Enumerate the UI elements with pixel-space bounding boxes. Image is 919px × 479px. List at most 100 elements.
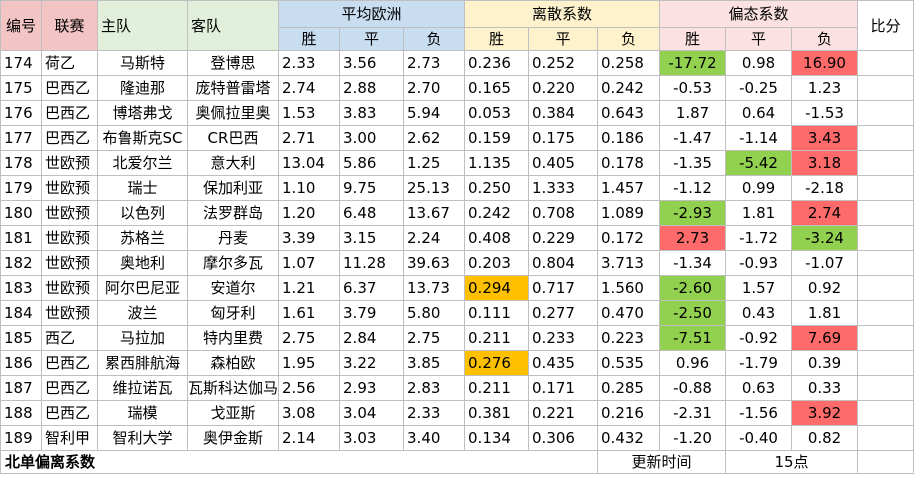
cell-away[interactable]: 奥佩拉里奥 [186, 100, 280, 126]
cell-score[interactable] [857, 250, 915, 276]
cell-bias-lose[interactable]: 16.90 [791, 50, 859, 76]
cell-avg-win[interactable]: 2.56 [278, 375, 341, 401]
cell-avg-lose[interactable]: 5.80 [403, 300, 466, 326]
cell-avg-lose[interactable]: 2.62 [403, 125, 466, 151]
cell-away[interactable]: 保加利亚 [186, 175, 280, 201]
cell-disp-lose[interactable]: 0.535 [597, 350, 661, 376]
cell-score[interactable] [857, 75, 915, 101]
cell-avg-draw[interactable]: 3.15 [339, 225, 405, 251]
header-disp-draw[interactable]: 平 [528, 27, 599, 51]
header-bias-draw[interactable]: 平 [725, 27, 793, 51]
cell-league[interactable]: 世欧预 [41, 300, 98, 326]
cell-bias-lose[interactable]: -2.18 [791, 175, 859, 201]
cell-home[interactable]: 布鲁斯克SC [97, 125, 188, 151]
cell-bias-lose[interactable]: 1.81 [791, 300, 859, 326]
cell-disp-draw[interactable]: 0.717 [528, 275, 599, 301]
cell-avg-lose[interactable]: 13.73 [403, 275, 466, 301]
header-score[interactable]: 比分 [857, 0, 915, 51]
cell-away[interactable]: CR巴西 [186, 125, 280, 151]
cell-avg-win[interactable]: 1.61 [278, 300, 341, 326]
header-disp-lose[interactable]: 负 [597, 27, 661, 51]
cell-avg-win[interactable]: 1.53 [278, 100, 341, 126]
cell-avg-draw[interactable]: 3.83 [339, 100, 405, 126]
cell-avg-win[interactable]: 1.20 [278, 200, 341, 226]
cell-avg-win[interactable]: 2.74 [278, 75, 341, 101]
cell-home[interactable]: 累西腓航海 [97, 350, 188, 376]
cell-home[interactable]: 北爱尔兰 [97, 150, 188, 176]
cell-avg-draw[interactable]: 2.93 [339, 375, 405, 401]
cell-bias-lose[interactable]: 0.39 [791, 350, 859, 376]
cell-disp-lose[interactable]: 1.560 [597, 275, 661, 301]
header-avg-draw[interactable]: 平 [339, 27, 405, 51]
header-avg-win[interactable]: 胜 [278, 27, 341, 51]
cell-avg-draw[interactable]: 3.03 [339, 425, 405, 451]
cell-home[interactable]: 瑞模 [97, 400, 188, 426]
cell-no[interactable]: 176 [0, 100, 42, 126]
cell-avg-win[interactable]: 2.75 [278, 325, 341, 351]
header-no[interactable]: 编号 [0, 0, 42, 51]
cell-bias-draw[interactable]: 0.99 [725, 175, 793, 201]
cell-bias-lose[interactable]: -3.24 [791, 225, 859, 251]
cell-disp-draw[interactable]: 0.221 [528, 400, 599, 426]
cell-disp-win[interactable]: 0.134 [464, 425, 530, 451]
cell-disp-win[interactable]: 0.242 [464, 200, 530, 226]
cell-disp-lose[interactable]: 0.216 [597, 400, 661, 426]
cell-avg-win[interactable]: 13.04 [278, 150, 341, 176]
cell-score[interactable] [857, 375, 915, 401]
cell-no[interactable]: 177 [0, 125, 42, 151]
cell-disp-win[interactable]: 0.165 [464, 75, 530, 101]
cell-away[interactable]: 丹麦 [186, 225, 280, 251]
cell-league[interactable]: 荷乙 [41, 50, 98, 76]
cell-disp-draw[interactable]: 0.708 [528, 200, 599, 226]
cell-home[interactable]: 波兰 [97, 300, 188, 326]
cell-bias-draw[interactable]: 0.43 [725, 300, 793, 326]
cell-league[interactable]: 西乙 [41, 325, 98, 351]
cell-bias-win[interactable]: -2.31 [659, 400, 727, 426]
cell-bias-lose[interactable]: 0.92 [791, 275, 859, 301]
cell-avg-draw[interactable]: 3.04 [339, 400, 405, 426]
cell-no[interactable]: 184 [0, 300, 42, 326]
cell-bias-lose[interactable]: 2.74 [791, 200, 859, 226]
cell-avg-win[interactable]: 2.71 [278, 125, 341, 151]
cell-bias-win[interactable]: -1.47 [659, 125, 727, 151]
cell-bias-draw[interactable]: 1.57 [725, 275, 793, 301]
cell-avg-lose[interactable]: 2.73 [403, 50, 466, 76]
cell-home[interactable]: 奥地利 [97, 250, 188, 276]
cell-score[interactable] [857, 425, 915, 451]
cell-no[interactable]: 185 [0, 325, 42, 351]
cell-avg-lose[interactable]: 2.70 [403, 75, 466, 101]
cell-no[interactable]: 174 [0, 50, 42, 76]
cell-disp-lose[interactable]: 0.258 [597, 50, 661, 76]
cell-home[interactable]: 马斯特 [97, 50, 188, 76]
cell-disp-lose[interactable]: 3.713 [597, 250, 661, 276]
cell-disp-win[interactable]: 0.211 [464, 375, 530, 401]
cell-bias-draw[interactable]: -1.79 [725, 350, 793, 376]
cell-bias-win[interactable]: -0.53 [659, 75, 727, 101]
cell-home[interactable]: 阿尔巴尼亚 [97, 275, 188, 301]
cell-avg-win[interactable]: 1.95 [278, 350, 341, 376]
cell-bias-draw[interactable]: -1.72 [725, 225, 793, 251]
cell-avg-win[interactable]: 1.10 [278, 175, 341, 201]
cell-avg-draw[interactable]: 5.86 [339, 150, 405, 176]
cell-disp-lose[interactable]: 0.172 [597, 225, 661, 251]
cell-home[interactable]: 马拉加 [97, 325, 188, 351]
cell-score[interactable] [857, 275, 915, 301]
cell-bias-win[interactable]: 2.73 [659, 225, 727, 251]
cell-disp-lose[interactable]: 0.470 [597, 300, 661, 326]
cell-score[interactable] [857, 300, 915, 326]
cell-score[interactable] [857, 350, 915, 376]
cell-avg-win[interactable]: 1.07 [278, 250, 341, 276]
cell-disp-win[interactable]: 0.159 [464, 125, 530, 151]
cell-disp-win[interactable]: 0.381 [464, 400, 530, 426]
cell-avg-lose[interactable]: 25.13 [403, 175, 466, 201]
cell-home[interactable]: 隆迪那 [97, 75, 188, 101]
cell-bias-draw[interactable]: -1.14 [725, 125, 793, 151]
cell-bias-win[interactable]: -1.34 [659, 250, 727, 276]
cell-disp-draw[interactable]: 0.233 [528, 325, 599, 351]
cell-avg-lose[interactable]: 2.75 [403, 325, 466, 351]
cell-bias-win[interactable]: -17.72 [659, 50, 727, 76]
cell-avg-win[interactable]: 3.39 [278, 225, 341, 251]
cell-away[interactable]: 法罗群岛 [186, 200, 280, 226]
cell-no[interactable]: 187 [0, 375, 42, 401]
cell-away[interactable]: 安道尔 [186, 275, 280, 301]
